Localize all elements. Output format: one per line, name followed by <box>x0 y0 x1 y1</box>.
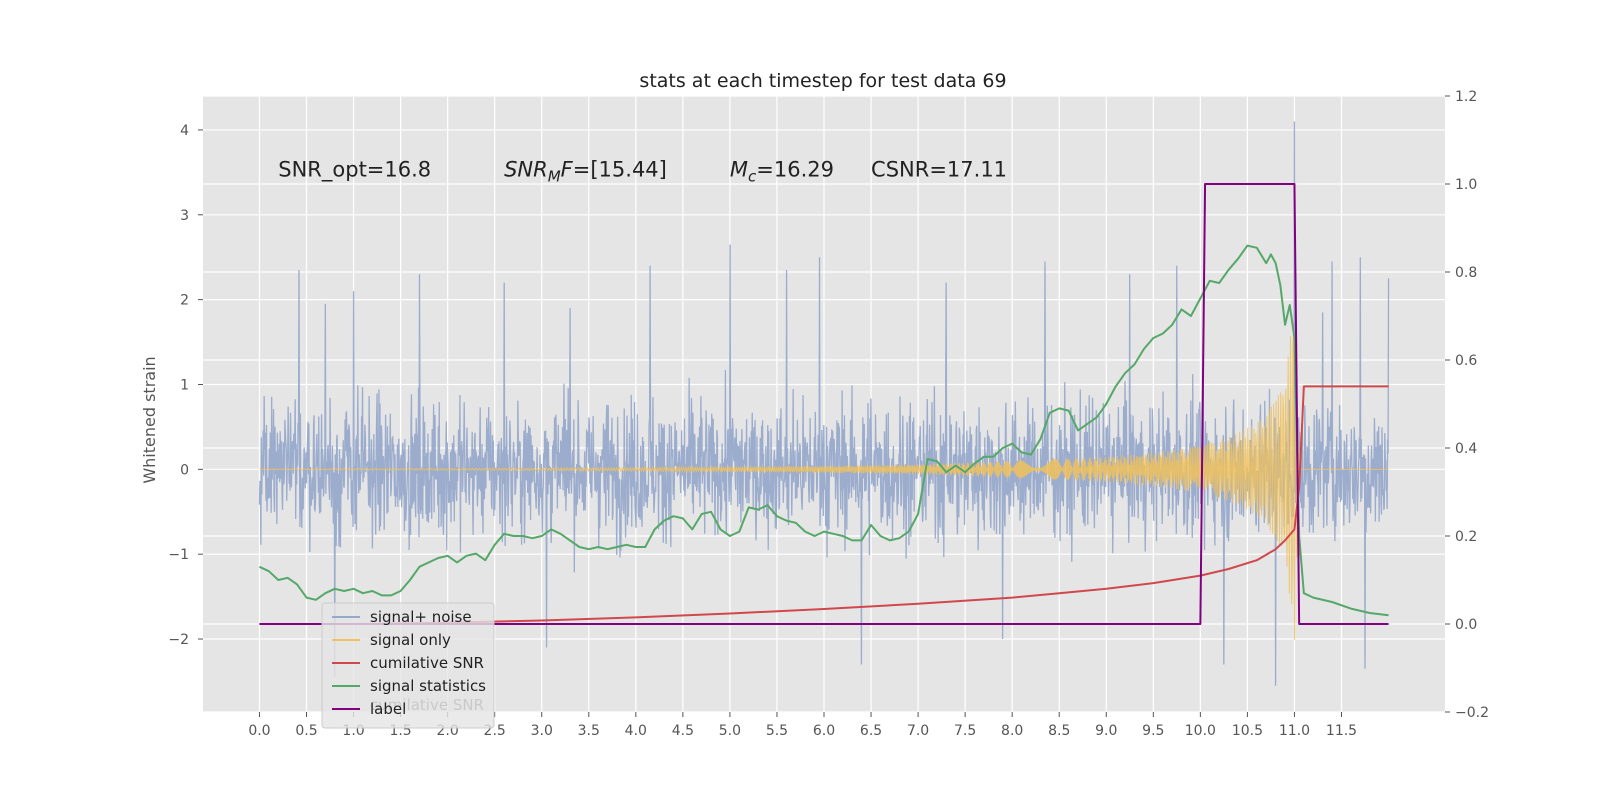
annotation-1: SNR_opt=16.8 <box>278 158 431 183</box>
y-right-tick-label: 1.0 <box>1455 177 1477 193</box>
x-tick-label: 10.5 <box>1232 723 1263 739</box>
annotation-2: SNRMF=[15.44] <box>504 158 667 186</box>
legend-label-label: label <box>370 700 406 718</box>
x-tick-label: 10.0 <box>1185 723 1216 739</box>
series-cumilative-snr-line <box>259 385 1389 625</box>
y-right-tick-label: 0.2 <box>1455 529 1477 545</box>
annotation-4: CSNR=17.11 <box>871 158 1007 182</box>
x-tick-label: 11.0 <box>1279 723 1310 739</box>
y-right-tick-label: 0.8 <box>1455 265 1477 281</box>
y-right-tick-label: −0.2 <box>1455 705 1489 721</box>
x-tick-label: 7.5 <box>954 723 976 739</box>
x-tick-label: 3.5 <box>578 723 600 739</box>
series-signal-only-line <box>259 331 1389 640</box>
y-left-tick-label: −1 <box>168 547 189 563</box>
y-left-tick-label: −2 <box>168 632 189 648</box>
y-axis-left: −2 −1 0 1 2 3 4 <box>168 123 203 648</box>
y-left-tick-label: 4 <box>180 123 189 139</box>
x-tick-label: 5.0 <box>719 723 741 739</box>
x-tick-label: 0.0 <box>248 723 270 739</box>
y-axis-right: −0.2 0.0 0.2 0.4 0.6 0.8 1.0 1.2 <box>1445 89 1489 721</box>
x-tick-label: 4.0 <box>625 723 647 739</box>
legend-label-signal-only: signal only <box>370 631 451 649</box>
legend-label-signal-noise: signal+ noise <box>370 608 472 626</box>
legend-box <box>321 602 495 729</box>
x-tick-label: 3.0 <box>531 723 553 739</box>
chart-title: stats at each timestep for test data 69 <box>639 70 1006 92</box>
x-tick-label: 6.5 <box>860 723 882 739</box>
annotations: SNR_opt=16.8 SNRMF=[15.44] Mc=16.29 CSNR=17… <box>278 158 1007 186</box>
x-tick-label: 8.0 <box>1001 723 1023 739</box>
y-left-tick-label: 0 <box>180 462 189 478</box>
series-signal-noise-line <box>258 121 1390 686</box>
x-tick-label: 5.5 <box>766 723 788 739</box>
series-signal-statistics-line <box>259 244 1389 617</box>
x-tick-label: 6.0 <box>813 723 835 739</box>
y-right-tick-label: 1.2 <box>1455 89 1477 105</box>
series-layer <box>258 121 1390 686</box>
y-axis-label: Whitened strain <box>140 356 159 483</box>
x-tick-label: 9.0 <box>1095 723 1117 739</box>
y-right-tick-label: 0.6 <box>1455 353 1477 369</box>
legend-ghost-text: cumilative SNR <box>370 696 484 714</box>
series-label-line <box>259 183 1389 625</box>
x-axis: 0.0 0.5 1.0 1.5 2.0 2.5 3.0 3.5 4.0 4.5 5.0 5.5 6.0 6… <box>248 712 1357 739</box>
annotation-3: Mc=16.29 <box>730 158 834 186</box>
x-tick-label: 8.5 <box>1048 723 1070 739</box>
x-tick-label: 7.0 <box>907 723 929 739</box>
y-left-tick-label: 2 <box>180 293 189 309</box>
x-tick-label: 0.5 <box>295 723 317 739</box>
y-right-tick-label: 0.0 <box>1455 617 1477 633</box>
legend-label-cumilative-snr: cumilative SNR <box>370 654 484 672</box>
y-right-tick-label: 0.4 <box>1455 441 1477 457</box>
legend-label-signal-statistics: signal statistics <box>370 677 486 695</box>
y-left-tick-label: 1 <box>180 377 189 393</box>
x-tick-label: 4.5 <box>672 723 694 739</box>
y-left-tick-label: 3 <box>180 208 189 224</box>
x-tick-label: 11.5 <box>1326 723 1357 739</box>
legend: cumilative SNR signal+ noise signal only cu… <box>321 602 495 729</box>
x-tick-label: 9.5 <box>1142 723 1164 739</box>
